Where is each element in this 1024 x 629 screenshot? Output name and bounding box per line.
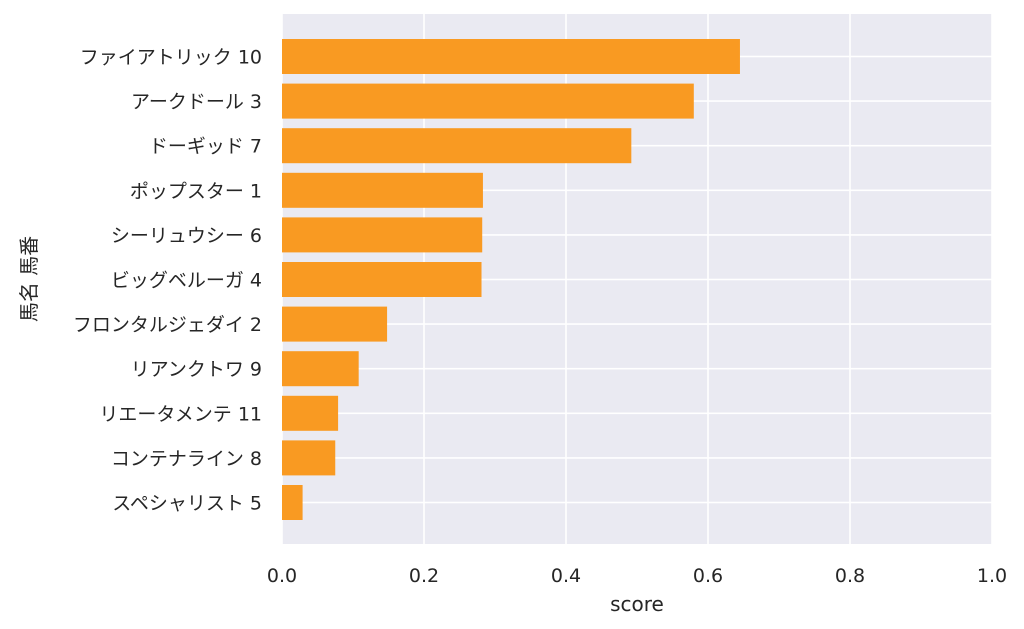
bar	[282, 351, 359, 387]
x-tick-label: 0.4	[551, 565, 581, 587]
bar	[282, 395, 339, 431]
y-tick-label: コンテナライン 8	[111, 448, 262, 470]
bars	[282, 39, 740, 520]
x-tick-label: 0.2	[409, 565, 439, 587]
y-tick-label: ファイアトリック 10	[80, 47, 262, 69]
bar	[282, 83, 694, 119]
y-tick-label: リアンクトワ 9	[131, 359, 262, 381]
x-tick-label: 1.0	[977, 565, 1007, 587]
bar	[282, 217, 483, 253]
y-tick-label: ドーギッド 7	[149, 136, 262, 158]
bar	[282, 262, 482, 297]
y-tick-label: アークドール 3	[131, 91, 262, 113]
y-axis-label: 馬名 馬番	[17, 236, 41, 322]
bar	[282, 440, 336, 476]
y-tick-label: リエータメンテ 11	[99, 403, 262, 425]
x-tick-label: 0.0	[267, 565, 297, 587]
y-tick-label: スペシャリスト 5	[112, 493, 262, 515]
bar	[282, 172, 483, 208]
x-tick-label: 0.8	[835, 565, 865, 587]
y-tick-label: ビッグベルーガ 4	[111, 270, 262, 292]
bar	[282, 306, 388, 342]
bar	[282, 39, 740, 74]
bar	[282, 485, 303, 520]
y-tick-label: フロンタルジェダイ 2	[73, 314, 262, 336]
y-tick-label: シーリュウシー 6	[111, 225, 262, 247]
y-tick-label: ポップスター 1	[130, 180, 262, 202]
x-tick-label: 0.6	[693, 565, 723, 587]
x-tick-labels: 0.0 0.2 0.4 0.6 0.8 1.0	[267, 565, 1007, 587]
bar	[282, 128, 632, 164]
y-tick-labels: ファイアトリック 10 アークドール 3 ドーギッド 7 ポップスター 1 シーリュウシ…	[73, 47, 262, 515]
x-axis-label: score	[610, 592, 664, 616]
